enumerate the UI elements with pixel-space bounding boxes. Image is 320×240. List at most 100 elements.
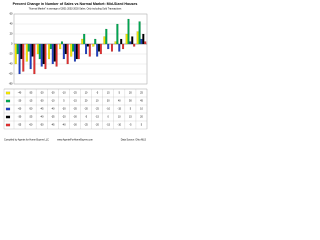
- bar: [29, 43, 32, 70]
- table-cell: -40: [51, 108, 55, 111]
- bar: [70, 43, 73, 57]
- table-cell: -20: [18, 100, 22, 103]
- table-cell: -20: [84, 108, 88, 111]
- bar: [62, 43, 65, 60]
- bar: [133, 43, 136, 47]
- bar: [75, 43, 78, 60]
- bar: [88, 43, 91, 57]
- table-cell: -30: [51, 92, 55, 95]
- bar: [96, 43, 99, 57]
- chart-title: Percent Change in Number of Sales vs Nor…: [13, 2, 138, 6]
- table-cell: -30: [40, 100, 44, 103]
- bar: [81, 38, 84, 45]
- bar: [49, 43, 52, 50]
- bar: [103, 36, 106, 45]
- table-cell: 10: [118, 116, 121, 119]
- bar: [118, 43, 121, 52]
- table-cell: -10: [118, 124, 122, 127]
- bar: [107, 43, 110, 50]
- y-tick-label: -60: [9, 72, 13, 76]
- bar: [73, 43, 76, 62]
- table-cell: 15: [107, 92, 110, 95]
- bar: [77, 43, 80, 60]
- bar: [53, 43, 56, 62]
- table-cell: 45: [140, 100, 143, 103]
- bar: [86, 43, 89, 47]
- table-cell: -40: [18, 92, 22, 95]
- table-cell: -15: [118, 108, 122, 111]
- table-cell: 15: [129, 116, 132, 119]
- bar: [48, 43, 51, 60]
- bar: [44, 43, 47, 70]
- table-cell: 5: [119, 92, 121, 95]
- chart-subtitle: "Normal Market" is average of 2001-2002-…: [29, 8, 122, 11]
- bar: [20, 43, 23, 60]
- bar: [120, 38, 123, 45]
- footer-left: Compiled by Agents for Home Buyers LLC: [4, 139, 49, 142]
- bar: [99, 43, 102, 55]
- table-cell: -30: [73, 124, 77, 127]
- y-tick-label: -40: [9, 62, 13, 66]
- footer-center: www.AgentsForHomeBuyers.com: [57, 139, 93, 142]
- table-cell: 5: [130, 108, 132, 111]
- legend-swatch: [5, 115, 11, 119]
- y-tick-label: 20: [10, 32, 13, 36]
- bar: [25, 43, 28, 62]
- bar: [22, 43, 25, 72]
- y-tick-label: 60: [10, 12, 13, 16]
- table-cell: 20: [129, 92, 132, 95]
- bar: [14, 43, 17, 65]
- table-cell: -25: [95, 108, 99, 111]
- bar: [36, 43, 39, 55]
- y-tick-label: -80: [9, 82, 13, 86]
- bar: [127, 18, 130, 45]
- bar: [64, 43, 67, 55]
- bar: [122, 43, 125, 50]
- table-cell: -55: [18, 124, 22, 127]
- bar: [110, 43, 113, 52]
- bar: [18, 43, 21, 75]
- table-cell: 10: [85, 92, 88, 95]
- footer-right: Data Source: Ohio MLS: [121, 139, 147, 142]
- bar: [31, 43, 34, 57]
- table-cell: -15: [106, 124, 110, 127]
- table-cell: -40: [62, 124, 66, 127]
- bar: [85, 43, 88, 55]
- bar: [72, 43, 75, 52]
- table-cell: -5: [129, 124, 132, 127]
- bar: [16, 43, 19, 55]
- table-cell: -50: [40, 124, 44, 127]
- table-cell: -25: [29, 116, 33, 119]
- table-cell: -15: [73, 100, 77, 103]
- table-cell: 10: [140, 108, 143, 111]
- legend-swatch: [5, 123, 11, 127]
- table-cell: -35: [73, 108, 77, 111]
- table-cell: -10: [51, 100, 55, 103]
- bar: [92, 43, 95, 47]
- bar: [83, 33, 86, 45]
- legend-swatch: [5, 99, 11, 103]
- bar: [144, 41, 147, 45]
- legend-swatch: [5, 107, 11, 111]
- legend-swatch: [5, 91, 11, 95]
- table-cell: 50: [129, 100, 132, 103]
- table-cell: -20: [62, 116, 66, 119]
- y-tick-label: 40: [10, 22, 13, 26]
- bar: [94, 38, 97, 45]
- table-cell: 0: [108, 116, 110, 119]
- table-cell: -30: [18, 116, 22, 119]
- bar: [136, 31, 139, 45]
- table-cell: -20: [95, 124, 99, 127]
- table-cell: -60: [29, 124, 33, 127]
- table-cell: -45: [51, 124, 55, 127]
- bar: [116, 23, 119, 45]
- table-cell: 5: [63, 100, 65, 103]
- bar: [66, 43, 69, 65]
- table-cell: -35: [51, 116, 55, 119]
- table-cell: -20: [40, 92, 44, 95]
- table-cell: -5: [85, 116, 88, 119]
- table-cell: -15: [29, 100, 33, 103]
- bar: [142, 33, 145, 45]
- table-cell: -50: [29, 108, 33, 111]
- table-cell: -45: [40, 108, 44, 111]
